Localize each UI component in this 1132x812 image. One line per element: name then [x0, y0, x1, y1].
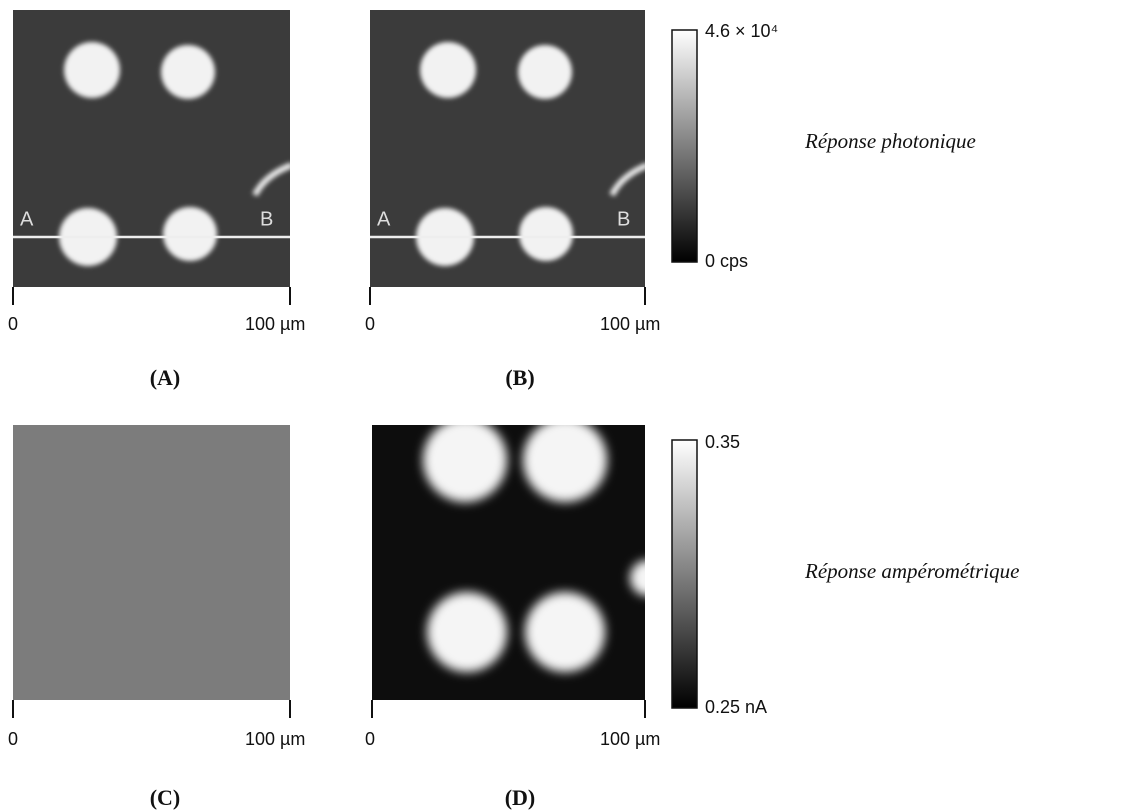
panel-b-image: A B	[370, 10, 645, 287]
panel-label: (A)	[150, 365, 181, 390]
row-caption: Réponse ampérométrique	[804, 559, 1019, 583]
point-label: A	[377, 208, 391, 230]
panel-a-image: A B	[13, 10, 290, 287]
scale-start: 0	[8, 729, 18, 749]
colorbar	[671, 29, 698, 263]
panel-c-image	[13, 425, 290, 700]
point-label: B	[617, 208, 630, 230]
panel-label: (C)	[150, 785, 181, 810]
scale-start: 0	[8, 314, 18, 334]
colorbar-max: 0.35	[705, 432, 740, 452]
row-caption: Réponse photonique	[804, 129, 976, 153]
panel-label: (D)	[505, 785, 536, 810]
panel-d-image	[372, 425, 645, 700]
point-label: B	[260, 208, 273, 230]
scale-end: 100 µm	[245, 729, 305, 749]
panel-label: (B)	[505, 365, 534, 390]
scale-end: 100 µm	[600, 729, 660, 749]
scale-start: 0	[365, 314, 375, 334]
colorbar-min: 0.25 nA	[705, 697, 767, 717]
scale-end: 100 µm	[245, 314, 305, 334]
colorbar-max: 4.6 × 10⁴	[705, 21, 778, 41]
colorbar-min: 0 cps	[705, 251, 748, 271]
point-label: A	[20, 208, 34, 230]
scale-end: 100 µm	[600, 314, 660, 334]
scale-start: 0	[365, 729, 375, 749]
colorbar	[671, 439, 698, 709]
